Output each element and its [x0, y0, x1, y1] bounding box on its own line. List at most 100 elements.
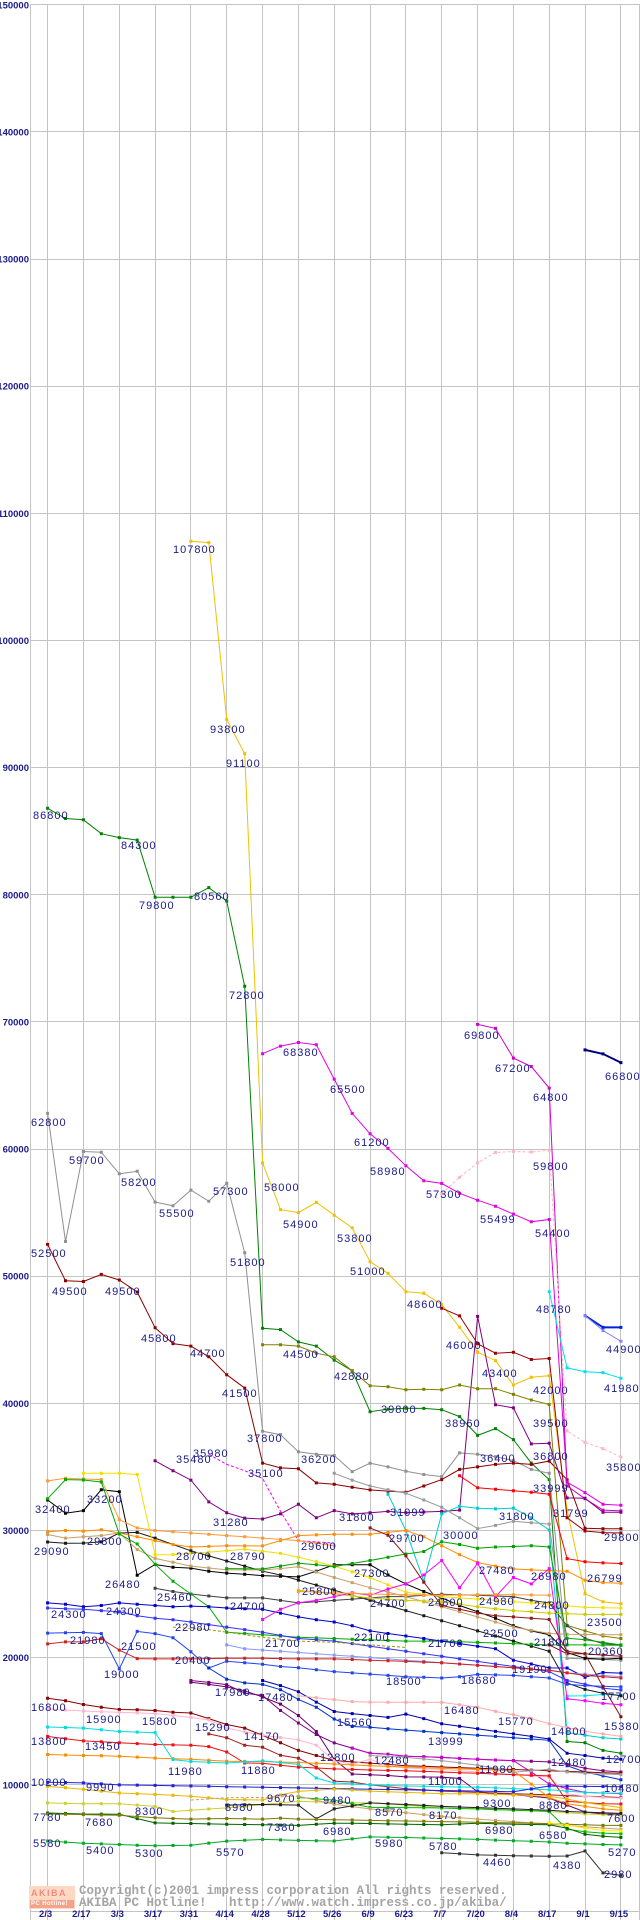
svg-text:52500: 52500 [31, 1248, 67, 1260]
svg-text:2980: 2980 [604, 1869, 632, 1881]
svg-text:54400: 54400 [535, 1228, 571, 1240]
svg-text:35480: 35480 [176, 1454, 212, 1466]
svg-text:46000: 46000 [446, 1340, 482, 1352]
svg-text:29800: 29800 [604, 1532, 640, 1544]
svg-text:37800: 37800 [247, 1433, 283, 1445]
svg-text:65500: 65500 [330, 1084, 366, 1096]
svg-text:9/1: 9/1 [576, 1909, 590, 1920]
svg-text:29600: 29600 [301, 1541, 337, 1553]
svg-text:22980: 22980 [175, 1622, 211, 1634]
svg-text:25800: 25800 [302, 1586, 338, 1598]
svg-text:38960: 38960 [445, 1418, 481, 1430]
svg-text:44700: 44700 [190, 1348, 226, 1360]
svg-text:24300: 24300 [51, 1609, 87, 1621]
svg-text:5270: 5270 [608, 1847, 636, 1859]
svg-text:54900: 54900 [283, 1219, 319, 1231]
svg-text:5400: 5400 [86, 1845, 114, 1857]
svg-text:7780: 7780 [33, 1812, 61, 1824]
svg-text:42880: 42880 [334, 1371, 370, 1383]
svg-text:21500: 21500 [121, 1641, 157, 1653]
svg-text:80000: 80000 [3, 890, 29, 901]
svg-text:24800: 24800 [428, 1597, 464, 1609]
svg-text:28700: 28700 [176, 1551, 212, 1563]
svg-text:5/26: 5/26 [323, 1909, 342, 1920]
svg-text:31999: 31999 [390, 1507, 426, 1519]
svg-text:27480: 27480 [479, 1565, 515, 1577]
svg-text:15800: 15800 [142, 1716, 178, 1728]
svg-text:5300: 5300 [135, 1848, 163, 1860]
svg-text:17700: 17700 [601, 1691, 637, 1703]
svg-text:17480: 17480 [258, 1692, 294, 1704]
svg-text:31800: 31800 [339, 1512, 375, 1524]
svg-text:26980: 26980 [531, 1571, 567, 1583]
svg-text:5570: 5570 [216, 1847, 244, 1859]
svg-text:27300: 27300 [354, 1568, 390, 1580]
svg-text:5580: 5580 [33, 1838, 61, 1850]
svg-text:21980: 21980 [70, 1635, 106, 1647]
svg-text:20360: 20360 [588, 1646, 624, 1658]
svg-text:84300: 84300 [121, 840, 157, 852]
svg-text:67200: 67200 [495, 1063, 531, 1075]
svg-text:57300: 57300 [426, 1189, 462, 1201]
svg-text:4/28: 4/28 [251, 1909, 270, 1920]
svg-text:13999: 13999 [428, 1736, 464, 1748]
svg-text:8570: 8570 [375, 1807, 403, 1819]
svg-text:19000: 19000 [104, 1669, 140, 1681]
svg-text:62800: 62800 [31, 1117, 67, 1129]
svg-text:7600: 7600 [607, 1813, 635, 1825]
svg-text:3/17: 3/17 [144, 1909, 163, 1920]
svg-text:9/15: 9/15 [610, 1909, 629, 1920]
svg-text:14800: 14800 [551, 1726, 587, 1738]
svg-text:10000: 10000 [3, 1780, 29, 1791]
svg-text:22100: 22100 [354, 1632, 390, 1644]
svg-text:40000: 40000 [3, 1399, 29, 1410]
svg-text:12480: 12480 [374, 1755, 410, 1767]
svg-text:22500: 22500 [483, 1628, 519, 1640]
svg-text:2/17: 2/17 [72, 1909, 91, 1920]
svg-text:24980: 24980 [479, 1596, 515, 1608]
svg-text:36800: 36800 [533, 1451, 569, 1463]
svg-text:130000: 130000 [0, 255, 29, 266]
svg-text:15380: 15380 [604, 1721, 640, 1733]
svg-text:55500: 55500 [159, 1208, 195, 1220]
svg-text:11980: 11980 [479, 1764, 514, 1776]
svg-text:57300: 57300 [213, 1186, 249, 1198]
svg-text:33999: 33999 [533, 1483, 569, 1495]
svg-text:79800: 79800 [139, 900, 175, 912]
svg-text:39800: 39800 [381, 1404, 417, 1416]
svg-text:13800: 13800 [31, 1736, 67, 1748]
svg-text:29800: 29800 [87, 1536, 123, 1548]
svg-text:5/12: 5/12 [287, 1909, 306, 1920]
svg-text:48600: 48600 [407, 1299, 443, 1311]
svg-text:20400: 20400 [175, 1655, 211, 1667]
svg-text:11880: 11880 [241, 1765, 276, 1777]
svg-text:24700: 24700 [370, 1598, 406, 1610]
svg-text:39500: 39500 [533, 1418, 569, 1430]
svg-text:6/9: 6/9 [361, 1909, 374, 1920]
svg-text:107800: 107800 [173, 544, 216, 556]
svg-text:10200: 10200 [31, 1777, 67, 1789]
svg-text:6980: 6980 [485, 1825, 513, 1837]
svg-text:44900: 44900 [606, 1344, 640, 1356]
svg-text:9670: 9670 [267, 1793, 295, 1805]
svg-text:18680: 18680 [461, 1675, 497, 1687]
svg-text:24800: 24800 [534, 1600, 570, 1612]
svg-text:140000: 140000 [0, 127, 29, 138]
svg-text:69800: 69800 [464, 1030, 500, 1042]
svg-text:68380: 68380 [283, 1047, 319, 1059]
svg-text:110000: 110000 [0, 509, 29, 520]
svg-text:60000: 60000 [3, 1145, 29, 1156]
svg-text:48780: 48780 [536, 1304, 572, 1316]
svg-text:5980: 5980 [375, 1838, 403, 1850]
svg-text:49500: 49500 [105, 1286, 141, 1298]
svg-text:51800: 51800 [230, 1257, 266, 1269]
svg-text:59800: 59800 [533, 1161, 569, 1173]
svg-text:8880: 8880 [539, 1800, 567, 1812]
svg-text:26799: 26799 [587, 1573, 623, 1585]
svg-text:64800: 64800 [533, 1092, 569, 1104]
svg-text:9990: 9990 [86, 1782, 114, 1794]
svg-text:31799: 31799 [553, 1508, 589, 1520]
svg-text:41980: 41980 [604, 1383, 640, 1395]
svg-text:4/14: 4/14 [215, 1909, 234, 1920]
svg-text:50000: 50000 [3, 1272, 29, 1283]
